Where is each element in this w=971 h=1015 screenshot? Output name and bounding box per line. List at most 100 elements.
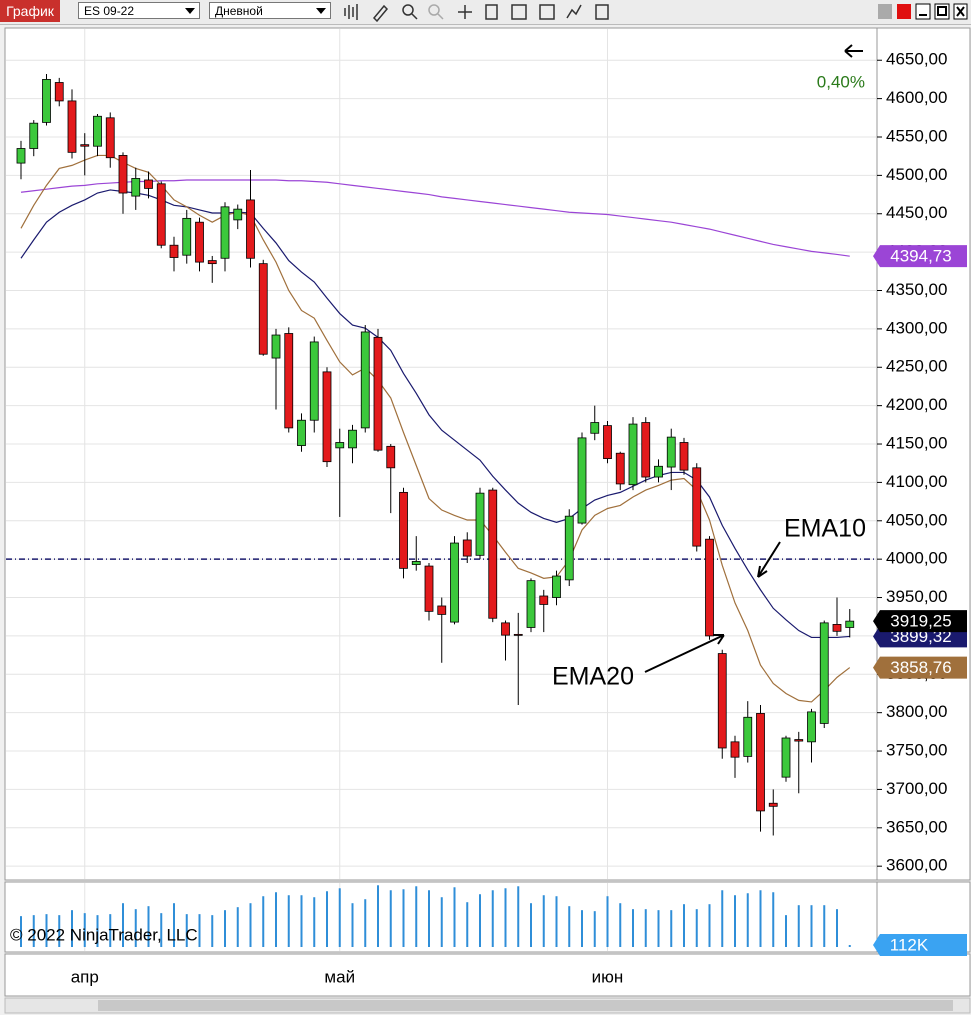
annotation-arrow [757, 541, 781, 578]
volume-bar [440, 897, 443, 947]
price-marker [873, 245, 967, 268]
candle-body [654, 465, 663, 478]
volume-bar [644, 909, 647, 947]
volume-bar [466, 902, 469, 947]
y-tick-label: 3800,00 [886, 702, 947, 721]
candle-body [462, 539, 472, 557]
volume-bar [734, 895, 736, 947]
price-marker-label: 4394,73 [890, 247, 951, 266]
candle-body [207, 260, 217, 265]
candle-body [386, 445, 396, 469]
candle-body [80, 144, 90, 147]
instrument-select[interactable]: ES 09-22 [78, 2, 200, 19]
candle-body [679, 442, 689, 471]
y-tick-label: 3700,00 [886, 779, 947, 798]
candle-body [54, 82, 64, 102]
y-tick-label: 4300,00 [886, 318, 947, 337]
period-select[interactable]: Дневной [209, 2, 331, 19]
annotation: EMA10 [784, 515, 866, 543]
volume-bar [415, 886, 418, 947]
chart-tab[interactable]: График [0, 0, 60, 22]
candle-body [246, 199, 255, 259]
price-marker-label: 3858,76 [890, 658, 951, 677]
candle-body [233, 208, 243, 221]
candle-body [705, 538, 714, 637]
candle-body [768, 802, 778, 807]
volume-bar [377, 885, 379, 947]
candle-body [552, 575, 561, 598]
price-axis [876, 27, 971, 881]
volume-bar [517, 886, 520, 947]
volume-bar [58, 915, 61, 947]
candle-body [488, 489, 498, 619]
candle-body [29, 122, 39, 149]
volume-bar [134, 909, 137, 947]
volume-bar [326, 891, 328, 947]
scroll-thumb[interactable] [98, 1000, 953, 1011]
volume-bar [797, 905, 800, 947]
candle-body [450, 542, 459, 623]
y-tick-label: 4600,00 [886, 88, 947, 107]
candle-body [717, 653, 727, 749]
volume-bar [708, 904, 711, 947]
y-tick-label: 3750,00 [886, 741, 947, 760]
volume-bar [479, 894, 481, 947]
y-tick-label: 4500,00 [886, 165, 947, 184]
y-tick-label: 4350,00 [886, 280, 947, 299]
window-buttons[interactable] [876, 3, 968, 21]
candle-body [118, 155, 128, 194]
volume-bar [20, 916, 22, 947]
volume-bar [772, 892, 775, 947]
y-tick-label: 4650,00 [886, 50, 947, 69]
candle-body [42, 79, 51, 123]
candle-body [807, 711, 816, 743]
x-tick-label: май [324, 967, 355, 986]
candle-body [564, 515, 574, 581]
volume-bar [32, 915, 35, 947]
candle-body [615, 452, 625, 485]
back-arrow[interactable] [844, 44, 863, 58]
y-tick-label: 3950,00 [886, 587, 947, 606]
candle-body [730, 741, 740, 758]
volume-marker-label: 112K [890, 935, 929, 954]
copyright: © 2022 NinjaTrader, LLC [10, 925, 198, 944]
volume-bar [657, 910, 660, 947]
volume-bar [632, 909, 634, 947]
candle-body [641, 422, 651, 478]
candle-body [195, 221, 204, 263]
candle-body [309, 341, 319, 421]
candle-body [437, 605, 447, 615]
volume-bar [810, 905, 813, 947]
volume-bar [71, 910, 73, 947]
candle-body [475, 492, 485, 556]
toolbar: График ES 09-22 Дневной [0, 0, 971, 25]
candle-body [756, 713, 765, 812]
candle-body [666, 436, 676, 468]
x-tick-label: апр [71, 967, 99, 986]
candle-body [603, 425, 612, 460]
candle-body [220, 206, 230, 259]
volume-bar [428, 890, 430, 947]
volume-bar [364, 899, 367, 947]
candle-body [501, 622, 510, 636]
volume-bar [211, 915, 214, 947]
volume-bar [147, 906, 150, 947]
tool-icons[interactable] [340, 2, 620, 22]
y-tick-label: 4100,00 [886, 472, 947, 491]
candle-body [424, 565, 434, 612]
volume-bar [173, 903, 175, 947]
volume-bar [275, 892, 277, 947]
volume-bar [836, 909, 838, 947]
volume-bar [351, 903, 354, 947]
x-tick-label: июн [592, 967, 624, 986]
candle-body [156, 183, 166, 246]
price-marker-label: 3919,25 [890, 612, 951, 631]
y-tick-label: 3600,00 [886, 856, 947, 875]
volume-bar [530, 903, 532, 947]
volume-bar [313, 897, 316, 947]
y-tick-label: 4200,00 [886, 395, 947, 414]
price-marker [873, 656, 967, 679]
candle-body [182, 217, 192, 256]
